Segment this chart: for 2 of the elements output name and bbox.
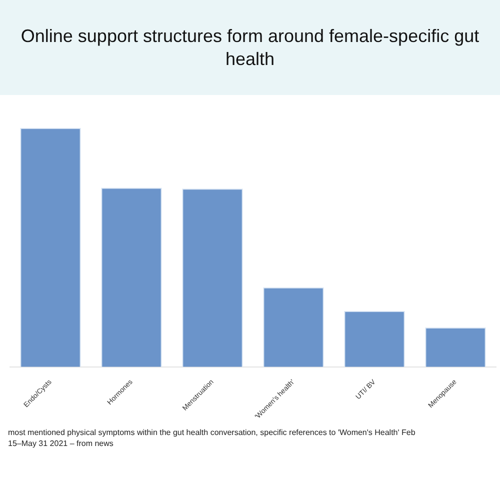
chart-title: Online support structures form around female-specific gut health (20, 25, 480, 70)
text: most mentioned physical symptoms within the gut health conversation, specific references to 'Women's Health' Feb 15–May 31 2021 – from news (8, 428, 416, 450)
